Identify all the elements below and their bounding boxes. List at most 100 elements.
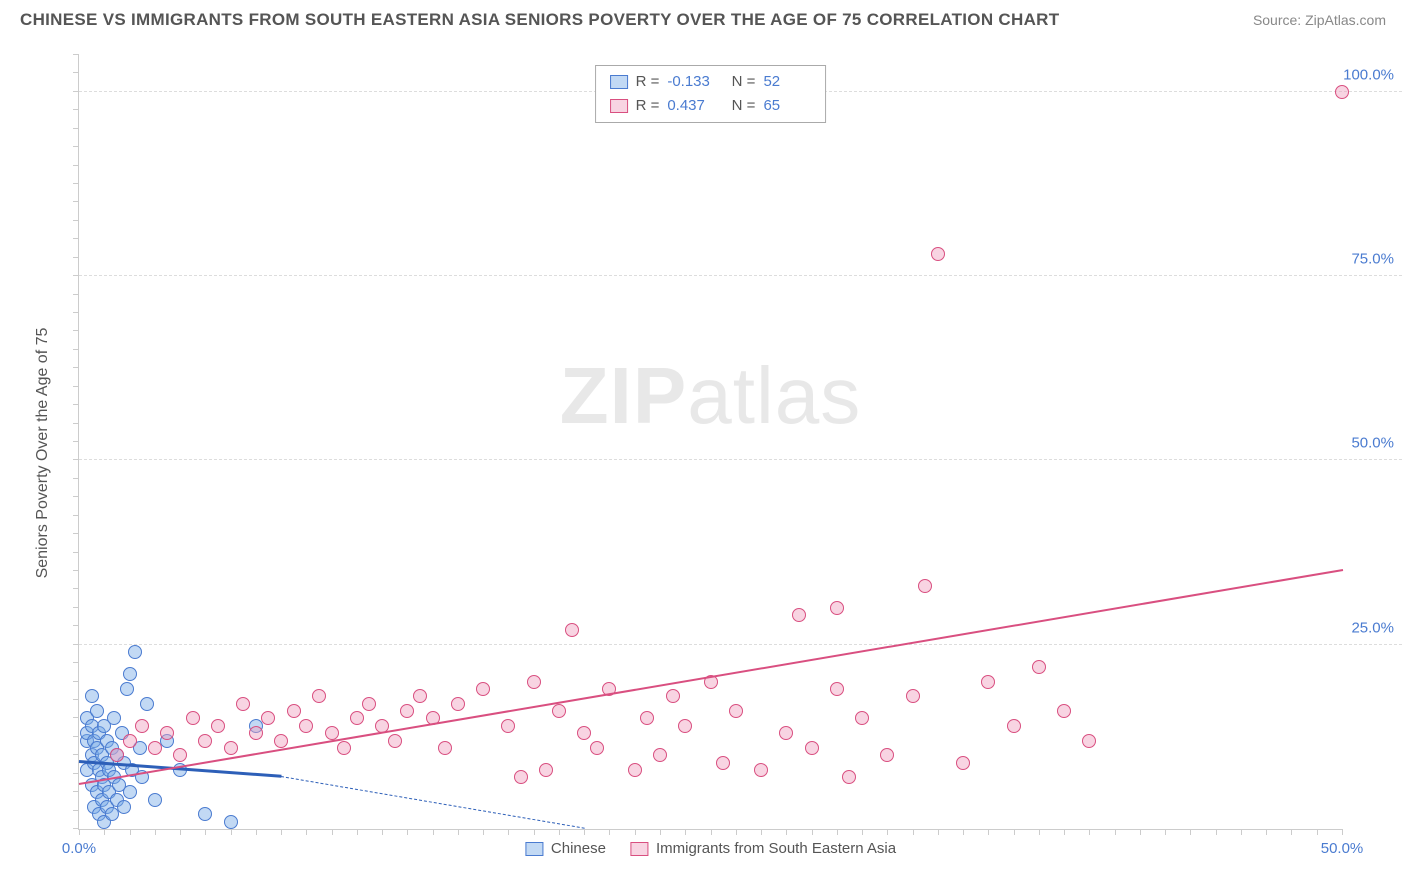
series-legend: ChineseImmigrants from South Eastern Asi… bbox=[525, 840, 896, 857]
x-tick bbox=[609, 829, 610, 835]
chart-title: CHINESE VS IMMIGRANTS FROM SOUTH EASTERN… bbox=[20, 10, 1059, 30]
x-tick bbox=[786, 829, 787, 835]
data-point bbox=[413, 689, 427, 703]
data-point bbox=[729, 704, 743, 718]
data-point bbox=[716, 756, 730, 770]
y-tick bbox=[73, 220, 79, 221]
data-point bbox=[140, 697, 154, 711]
y-tick bbox=[73, 662, 79, 663]
data-point bbox=[830, 682, 844, 696]
legend-row: R =-0.133 N =52 bbox=[610, 70, 812, 94]
y-tick bbox=[73, 625, 79, 626]
legend-n-value: 52 bbox=[763, 70, 811, 94]
data-point bbox=[90, 704, 104, 718]
y-tick bbox=[73, 644, 79, 645]
chart-container: Seniors Poverty Over the Age of 75 ZIPat… bbox=[48, 45, 1402, 860]
y-tick bbox=[73, 386, 79, 387]
x-tick bbox=[1039, 829, 1040, 835]
y-tick bbox=[73, 109, 79, 110]
data-point bbox=[514, 770, 528, 784]
x-tick bbox=[1241, 829, 1242, 835]
y-tick bbox=[73, 552, 79, 553]
x-tick bbox=[887, 829, 888, 835]
data-point bbox=[981, 675, 995, 689]
x-tick bbox=[812, 829, 813, 835]
data-point bbox=[224, 741, 238, 755]
y-tick bbox=[73, 515, 79, 516]
y-tick-label: 50.0% bbox=[1351, 435, 1394, 452]
y-tick bbox=[73, 165, 79, 166]
data-point bbox=[1082, 734, 1096, 748]
data-point bbox=[830, 601, 844, 615]
data-point bbox=[211, 719, 225, 733]
data-point bbox=[274, 734, 288, 748]
x-tick bbox=[382, 829, 383, 835]
y-tick bbox=[73, 146, 79, 147]
y-tick bbox=[73, 828, 79, 829]
y-tick bbox=[73, 699, 79, 700]
data-point bbox=[792, 608, 806, 622]
x-tick bbox=[938, 829, 939, 835]
data-point bbox=[249, 726, 263, 740]
data-point bbox=[754, 763, 768, 777]
data-point bbox=[110, 748, 124, 762]
y-tick bbox=[73, 201, 79, 202]
data-point bbox=[362, 697, 376, 711]
data-point bbox=[312, 689, 326, 703]
x-tick bbox=[1089, 829, 1090, 835]
x-tick bbox=[458, 829, 459, 835]
data-point bbox=[186, 711, 200, 725]
data-point bbox=[224, 815, 238, 829]
trend-line bbox=[79, 569, 1343, 785]
y-tick-label: 25.0% bbox=[1351, 619, 1394, 636]
data-point bbox=[1057, 704, 1071, 718]
data-point bbox=[678, 719, 692, 733]
x-tick bbox=[155, 829, 156, 835]
data-point bbox=[918, 579, 932, 593]
data-point bbox=[565, 623, 579, 637]
x-tick bbox=[180, 829, 181, 835]
y-tick bbox=[73, 183, 79, 184]
x-tick bbox=[1140, 829, 1141, 835]
data-point bbox=[107, 711, 121, 725]
data-point bbox=[552, 704, 566, 718]
x-tick bbox=[205, 829, 206, 835]
data-point bbox=[350, 711, 364, 725]
x-tick bbox=[508, 829, 509, 835]
x-tick bbox=[534, 829, 535, 835]
y-tick bbox=[73, 459, 79, 460]
data-point bbox=[105, 807, 119, 821]
x-tick bbox=[231, 829, 232, 835]
y-tick bbox=[73, 91, 79, 92]
x-tick bbox=[104, 829, 105, 835]
x-tick bbox=[1190, 829, 1191, 835]
x-tick-label: 50.0% bbox=[1321, 840, 1364, 857]
gridline bbox=[79, 275, 1402, 276]
watermark: ZIPatlas bbox=[560, 350, 861, 442]
data-point bbox=[236, 697, 250, 711]
legend-swatch bbox=[610, 75, 628, 89]
y-tick bbox=[73, 312, 79, 313]
data-point bbox=[325, 726, 339, 740]
data-point bbox=[640, 711, 654, 725]
data-point bbox=[148, 741, 162, 755]
y-tick bbox=[73, 570, 79, 571]
x-tick bbox=[332, 829, 333, 835]
data-point bbox=[400, 704, 414, 718]
data-point bbox=[880, 748, 894, 762]
chart-source: Source: ZipAtlas.com bbox=[1253, 12, 1386, 28]
legend-row: R =0.437 N =65 bbox=[610, 94, 812, 118]
x-tick bbox=[1317, 829, 1318, 835]
y-tick bbox=[73, 533, 79, 534]
legend-n-label: N = bbox=[723, 94, 755, 118]
data-point bbox=[476, 682, 490, 696]
legend-r-value: 0.437 bbox=[667, 94, 715, 118]
y-tick bbox=[73, 275, 79, 276]
x-tick bbox=[483, 829, 484, 835]
data-point bbox=[1335, 85, 1349, 99]
data-point bbox=[779, 726, 793, 740]
y-tick bbox=[73, 717, 79, 718]
data-point bbox=[666, 689, 680, 703]
x-tick bbox=[1014, 829, 1015, 835]
y-tick bbox=[73, 54, 79, 55]
